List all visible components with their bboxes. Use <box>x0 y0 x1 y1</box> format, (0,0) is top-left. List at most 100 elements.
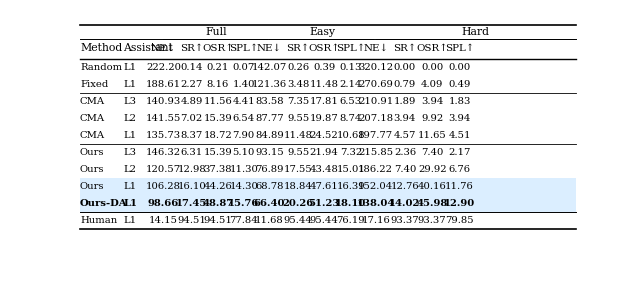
Text: 94.51: 94.51 <box>177 215 206 224</box>
Text: 2.27: 2.27 <box>180 80 203 89</box>
Text: 4.57: 4.57 <box>394 131 416 140</box>
Text: 95.44: 95.44 <box>310 215 339 224</box>
Text: 66.40: 66.40 <box>253 198 285 207</box>
Text: 19.87: 19.87 <box>310 114 339 123</box>
Text: 320.12: 320.12 <box>358 63 393 72</box>
Text: 2.14: 2.14 <box>340 80 362 89</box>
Text: CMA: CMA <box>80 114 105 123</box>
Text: 6.54: 6.54 <box>232 114 255 123</box>
Text: 18.10: 18.10 <box>335 198 367 207</box>
Text: L1: L1 <box>123 63 136 72</box>
Text: L1: L1 <box>123 80 136 89</box>
Text: 135.73: 135.73 <box>146 131 181 140</box>
Text: 9.55: 9.55 <box>287 114 309 123</box>
Text: L1: L1 <box>123 131 136 140</box>
Text: 106.28: 106.28 <box>146 181 181 190</box>
Text: SR↑: SR↑ <box>180 44 204 53</box>
Text: 0.49: 0.49 <box>448 80 470 89</box>
Text: 17.81: 17.81 <box>310 97 339 106</box>
Text: 146.32: 146.32 <box>146 148 181 156</box>
Text: 4.89: 4.89 <box>180 97 203 106</box>
Text: 0.00: 0.00 <box>448 63 470 72</box>
Text: 77.84: 77.84 <box>229 215 258 224</box>
Text: 4.41: 4.41 <box>232 97 255 106</box>
Text: OSR↑: OSR↑ <box>202 44 234 53</box>
Text: 3.94: 3.94 <box>394 114 416 123</box>
Text: 87.77: 87.77 <box>255 114 284 123</box>
Text: 18.72: 18.72 <box>204 131 232 140</box>
Text: 0.13: 0.13 <box>340 63 362 72</box>
Text: 141.55: 141.55 <box>146 114 181 123</box>
Text: Ours: Ours <box>80 148 104 156</box>
Text: 48.87: 48.87 <box>202 198 234 207</box>
Text: 15.76: 15.76 <box>228 198 259 207</box>
FancyBboxPatch shape <box>80 178 576 195</box>
Text: 17.45: 17.45 <box>176 198 207 207</box>
Text: 4.09: 4.09 <box>421 80 444 89</box>
Text: 93.37: 93.37 <box>390 215 419 224</box>
Text: 15.01: 15.01 <box>337 164 365 173</box>
Text: 6.53: 6.53 <box>340 97 362 106</box>
Text: Fixed: Fixed <box>80 80 108 89</box>
Text: 79.85: 79.85 <box>445 215 474 224</box>
Text: 11.30: 11.30 <box>229 164 258 173</box>
Text: 11.48: 11.48 <box>284 131 313 140</box>
Text: 10.68: 10.68 <box>337 131 365 140</box>
Text: 210.91: 210.91 <box>358 97 393 106</box>
Text: L1: L1 <box>123 198 137 207</box>
Text: 11.56: 11.56 <box>204 97 232 106</box>
Text: 95.44: 95.44 <box>284 215 313 224</box>
Text: 84.89: 84.89 <box>255 131 284 140</box>
Text: Ours-DA: Ours-DA <box>80 198 127 207</box>
Text: L3: L3 <box>123 148 136 156</box>
Text: 3.48: 3.48 <box>287 80 309 89</box>
Text: 14.02: 14.02 <box>389 198 420 207</box>
Text: 8.74: 8.74 <box>340 114 362 123</box>
Text: Hard: Hard <box>462 27 490 37</box>
Text: 270.69: 270.69 <box>358 80 393 89</box>
Text: 5.10: 5.10 <box>232 148 255 156</box>
Text: 1.83: 1.83 <box>448 97 470 106</box>
Text: Easy: Easy <box>310 27 335 37</box>
Text: 6.31: 6.31 <box>180 148 203 156</box>
Text: 18.84: 18.84 <box>284 181 313 190</box>
Text: 17.55: 17.55 <box>284 164 312 173</box>
Text: 94.51: 94.51 <box>204 215 232 224</box>
Text: Full: Full <box>205 27 227 37</box>
Text: 0.26: 0.26 <box>287 63 309 72</box>
Text: 47.61: 47.61 <box>310 181 339 190</box>
Text: NE↓: NE↓ <box>257 44 282 53</box>
Text: 7.32: 7.32 <box>340 148 362 156</box>
Text: 138.04: 138.04 <box>356 198 395 207</box>
Text: Method: Method <box>80 43 122 53</box>
Text: 15.39: 15.39 <box>204 148 232 156</box>
Text: 93.37: 93.37 <box>418 215 447 224</box>
Text: 16.39: 16.39 <box>337 181 365 190</box>
Text: 7.40: 7.40 <box>421 148 444 156</box>
Text: 121.36: 121.36 <box>252 80 287 89</box>
Text: 16.10: 16.10 <box>177 181 206 190</box>
Text: CMA: CMA <box>80 97 105 106</box>
Text: Assistant: Assistant <box>123 43 173 53</box>
Text: 0.79: 0.79 <box>394 80 416 89</box>
Text: 98.66: 98.66 <box>148 198 179 207</box>
Text: 93.15: 93.15 <box>255 148 284 156</box>
Text: 7.90: 7.90 <box>232 131 255 140</box>
Text: 37.38: 37.38 <box>204 164 232 173</box>
Text: 83.58: 83.58 <box>255 97 284 106</box>
Text: L1: L1 <box>123 215 136 224</box>
Text: 207.18: 207.18 <box>358 114 393 123</box>
Text: 2.36: 2.36 <box>394 148 416 156</box>
Text: 4.51: 4.51 <box>448 131 470 140</box>
Text: 1.89: 1.89 <box>394 97 416 106</box>
Text: 0.39: 0.39 <box>313 63 335 72</box>
Text: L3: L3 <box>123 97 136 106</box>
Text: 11.48: 11.48 <box>310 80 339 89</box>
Text: 43.48: 43.48 <box>310 164 339 173</box>
Text: Ours: Ours <box>80 181 104 190</box>
Text: 11.65: 11.65 <box>418 131 447 140</box>
Text: L1: L1 <box>123 181 136 190</box>
Text: OSR↑: OSR↑ <box>416 44 448 53</box>
Text: 7.02: 7.02 <box>180 114 203 123</box>
Text: 12.90: 12.90 <box>444 198 475 207</box>
